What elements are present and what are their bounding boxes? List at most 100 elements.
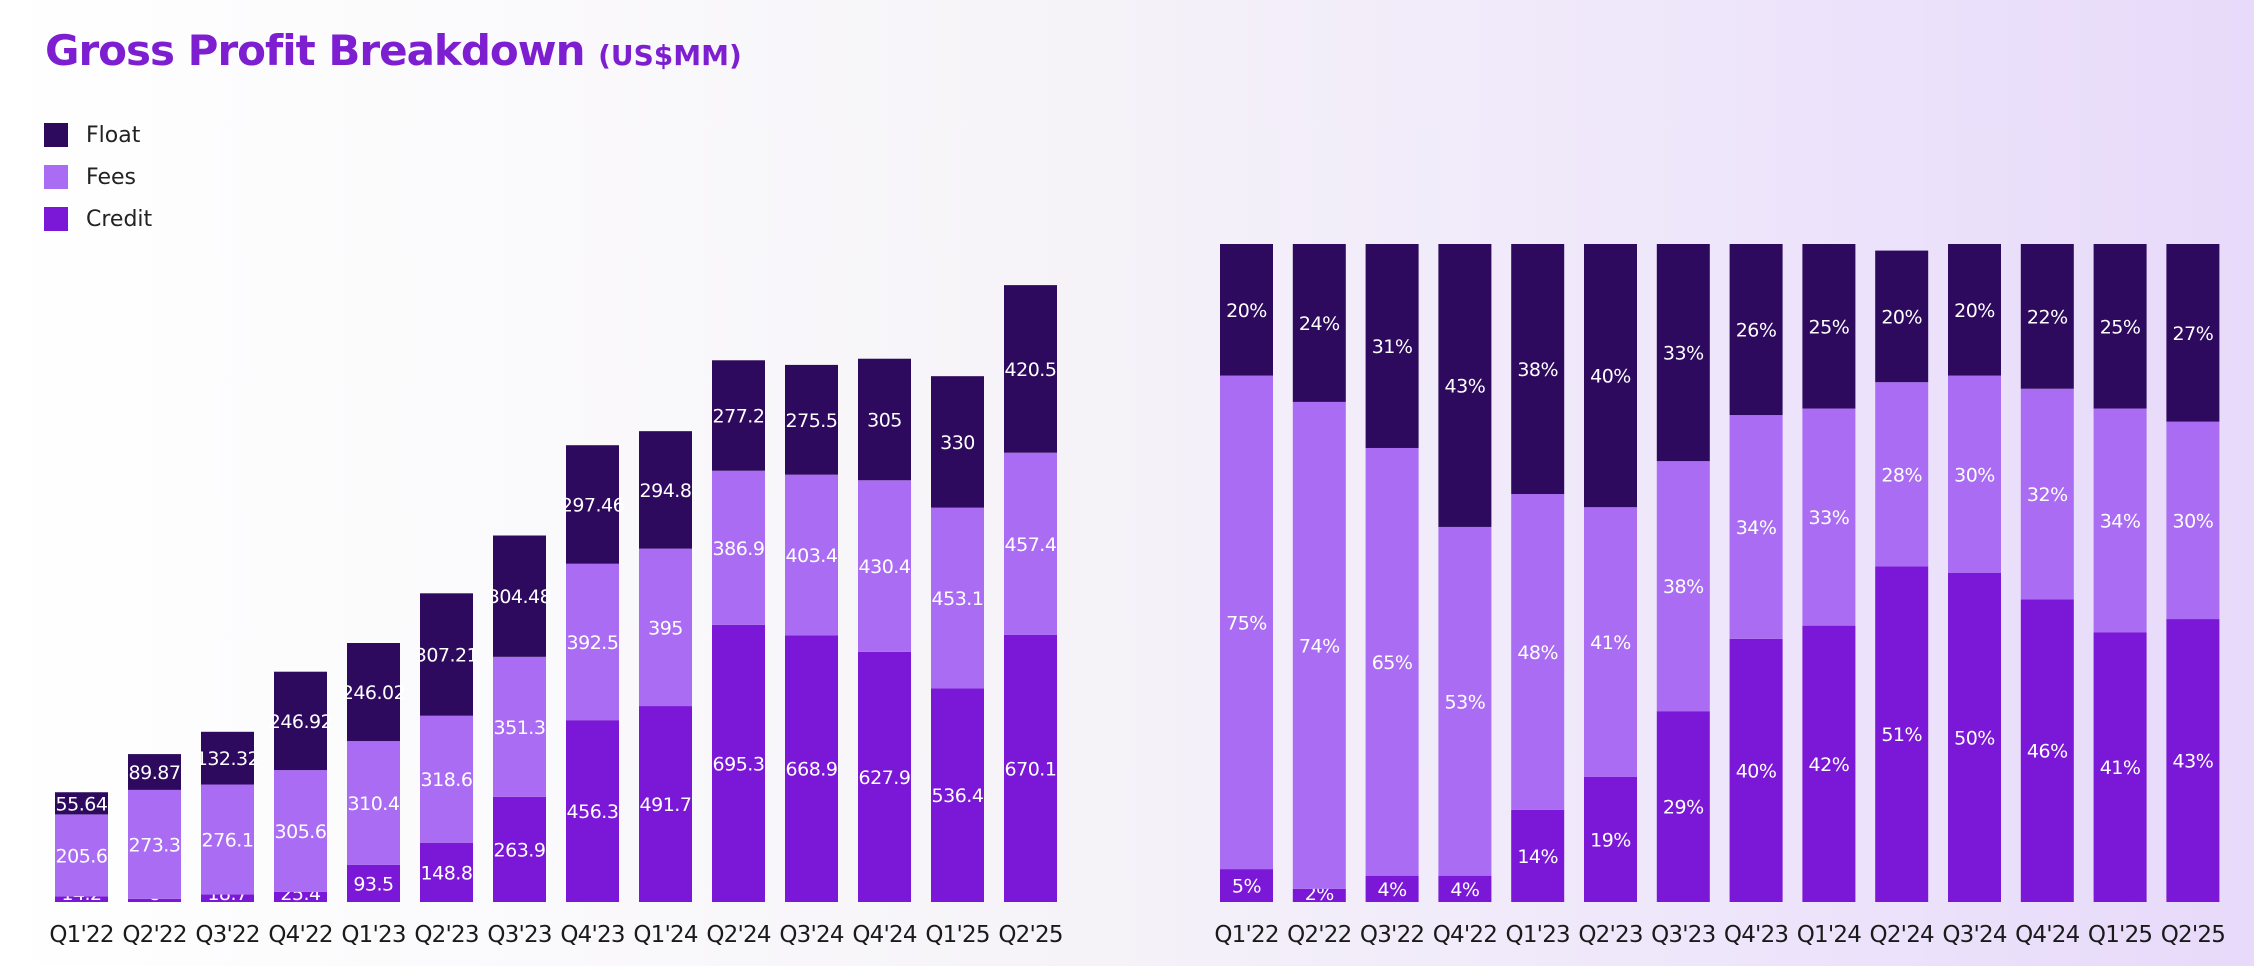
abs-bar-credit-q2-25 xyxy=(1004,634,1057,902)
abs-category-label-q2-22: Q2'22 xyxy=(122,922,186,948)
abs-label-fees-q4-22: 305.6 xyxy=(275,821,327,843)
abs-bar-credit-q1-22 xyxy=(55,896,108,902)
abs-bar-float-q4-22 xyxy=(274,671,327,771)
pct-bar-credit-q1-22 xyxy=(1220,869,1273,902)
pct-bar-credit-q4-22 xyxy=(1438,875,1492,902)
pct-label-float-q4-22: 43% xyxy=(1445,375,1486,397)
abs-bar-float-q3-22 xyxy=(201,731,254,785)
abs-bar-credit-q4-22 xyxy=(274,891,327,902)
pct-bar-float-q1-22 xyxy=(1220,244,1273,376)
abs-label-fees-q2-25: 457.4 xyxy=(1005,534,1057,556)
pct-bar-float-q3-23 xyxy=(1656,244,1710,462)
pct-category-label-q2-23: Q2'23 xyxy=(1578,922,1642,948)
abs-bar-fees-q2-25 xyxy=(1004,452,1057,635)
pct-label-fees-q1-24: 33% xyxy=(1809,507,1850,529)
pct-bar-fees-q1-23 xyxy=(1511,494,1565,810)
abs-bar-fees-q3-22 xyxy=(201,784,254,895)
pct-label-float-q1-23: 38% xyxy=(1517,359,1558,381)
abs-label-float-q3-23: 304.48 xyxy=(488,586,551,608)
pct-bar-fees-q3-22 xyxy=(1365,447,1419,876)
chart-title-unit: (US$MM) xyxy=(598,39,742,72)
pct-label-credit-q1-22: 5% xyxy=(1232,876,1261,898)
abs-bar-fees-q4-22 xyxy=(274,770,327,892)
pct-category-label-q2-25: Q2'25 xyxy=(2161,922,2225,948)
abs-category-label-q1-25: Q1'25 xyxy=(925,922,989,948)
abs-label-credit-q4-23: 456.3 xyxy=(567,801,619,823)
pct-label-float-q3-23: 33% xyxy=(1663,343,1704,365)
chart-title: Gross Profit Breakdown (US$MM) xyxy=(45,26,742,75)
abs-bar-float-q3-23 xyxy=(493,535,546,657)
abs-bar-fees-q2-24 xyxy=(712,470,765,625)
pct-category-label-q3-23: Q3'23 xyxy=(1651,922,1715,948)
abs-label-credit-q1-24: 491.7 xyxy=(640,794,692,816)
abs-bar-fees-q1-24 xyxy=(639,548,692,707)
abs-label-fees-q3-23: 351.3 xyxy=(494,717,546,739)
pct-bar-credit-q3-22 xyxy=(1365,875,1419,902)
abs-category-label-q4-22: Q4'22 xyxy=(268,922,332,948)
pct-label-float-q1-24: 25% xyxy=(1809,316,1850,338)
pct-label-float-q2-23: 40% xyxy=(1590,366,1631,388)
abs-bar-credit-q3-22 xyxy=(201,894,254,902)
abs-label-float-q2-24: 277.2 xyxy=(713,406,765,428)
pct-label-fees-q2-25: 30% xyxy=(2173,510,2214,532)
pct-label-float-q2-25: 27% xyxy=(2173,323,2214,345)
abs-label-float-q1-22: 55.64 xyxy=(56,793,108,815)
abs-category-label-q4-23: Q4'23 xyxy=(560,922,624,948)
pct-label-fees-q3-24: 30% xyxy=(1954,464,1995,486)
abs-bar-float-q1-24 xyxy=(639,431,692,549)
legend-item-credit: Credit xyxy=(44,198,152,240)
chart-title-text: Gross Profit Breakdown xyxy=(45,26,585,75)
pct-label-credit-q2-24: 51% xyxy=(1881,724,1922,746)
pct-label-fees-q1-25: 34% xyxy=(2100,510,2141,532)
abs-label-float-q3-22: 132.32 xyxy=(196,748,259,770)
pct-label-credit-q1-25: 41% xyxy=(2100,757,2141,779)
abs-label-fees-q3-22: 276.1 xyxy=(202,830,254,852)
abs-label-fees-q1-22: 205.6 xyxy=(56,845,108,867)
pct-category-label-q4-22: Q4'22 xyxy=(1433,922,1497,948)
pct-label-float-q3-24: 20% xyxy=(1954,300,1995,322)
pct-bar-float-q1-24 xyxy=(1802,244,1856,409)
abs-category-label-q1-22: Q1'22 xyxy=(49,922,113,948)
pct-category-label-q1-22: Q1'22 xyxy=(1214,922,1278,948)
abs-label-float-q4-22: 246.92 xyxy=(269,711,332,733)
abs-bar-fees-q2-22 xyxy=(128,789,181,899)
pct-label-credit-q2-23: 19% xyxy=(1590,829,1631,851)
legend-swatch-fees xyxy=(44,165,68,189)
pct-label-float-q1-25: 25% xyxy=(2100,316,2141,338)
abs-category-label-q2-23: Q2'23 xyxy=(414,922,478,948)
pct-label-credit-q3-23: 29% xyxy=(1663,797,1704,819)
pct-bar-fees-q2-25 xyxy=(2166,421,2220,620)
pct-category-label-q4-24: Q4'24 xyxy=(2015,922,2079,948)
abs-bar-float-q3-24 xyxy=(785,364,838,475)
abs-label-fees-q2-22: 273.3 xyxy=(129,834,181,856)
pct-label-credit-q4-23: 40% xyxy=(1736,760,1777,782)
abs-label-credit-q3-23: 263.9 xyxy=(494,839,546,861)
pct-bar-fees-q2-22 xyxy=(1292,401,1346,889)
pct-label-fees-q2-23: 41% xyxy=(1590,632,1631,654)
pct-bar-credit-q3-24 xyxy=(1948,573,2001,902)
abs-label-fees-q2-24: 386.9 xyxy=(713,538,765,560)
legend-swatch-credit xyxy=(44,207,68,231)
abs-bar-credit-q2-23 xyxy=(420,842,473,902)
pct-bar-credit-q4-24 xyxy=(2020,599,2074,902)
pct-category-label-q1-23: Q1'23 xyxy=(1506,922,1570,948)
pct-bar-float-q3-24 xyxy=(1948,244,2001,376)
abs-label-fees-q3-24: 403.4 xyxy=(786,545,838,567)
abs-label-float-q1-23: 246.02 xyxy=(342,682,405,704)
legend-swatch-float xyxy=(44,123,68,147)
pct-bar-fees-q2-23 xyxy=(1584,507,1637,777)
abs-category-label-q2-24: Q2'24 xyxy=(706,922,770,948)
abs-label-fees-q1-25: 453.1 xyxy=(932,588,984,610)
pct-category-label-q1-24: Q1'24 xyxy=(1797,922,1861,948)
abs-bar-float-q2-23 xyxy=(420,593,473,716)
pct-label-fees-q4-22: 53% xyxy=(1445,691,1486,713)
abs-label-credit-q2-25: 670.1 xyxy=(1005,758,1057,780)
abs-bar-credit-q3-23 xyxy=(493,796,546,902)
pct-label-float-q1-22: 20% xyxy=(1226,300,1267,322)
abs-label-fees-q4-23: 392.5 xyxy=(567,632,619,654)
pct-bar-float-q3-22 xyxy=(1365,244,1419,448)
pct-label-fees-q1-23: 48% xyxy=(1517,642,1558,664)
pct-bar-credit-q2-23 xyxy=(1584,776,1637,902)
pct-bar-credit-q1-23 xyxy=(1511,809,1565,902)
